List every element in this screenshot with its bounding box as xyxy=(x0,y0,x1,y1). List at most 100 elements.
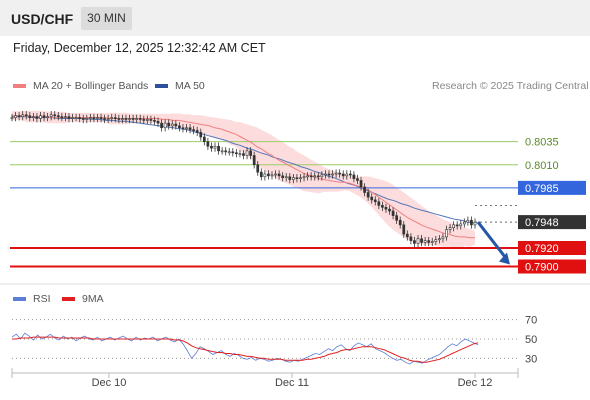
candle-body xyxy=(434,239,438,242)
candle-body xyxy=(459,223,463,227)
candle-body xyxy=(181,127,185,130)
candle-body xyxy=(391,210,395,216)
candle-body xyxy=(78,117,82,119)
candle-body xyxy=(117,118,121,120)
candle-body xyxy=(156,120,160,124)
candle-body xyxy=(71,117,74,119)
candle-body xyxy=(67,116,71,119)
x-tick-label: Dec 10 xyxy=(92,377,127,389)
candle-body xyxy=(270,174,274,177)
candle-body xyxy=(441,236,445,240)
candle-body xyxy=(188,127,192,130)
candle-body xyxy=(185,127,188,130)
candle-body xyxy=(377,201,381,206)
candle-body xyxy=(359,180,363,188)
ma9-swatch-icon xyxy=(62,297,75,301)
ma50-line xyxy=(12,116,476,224)
candle-body xyxy=(263,173,267,178)
candle-body xyxy=(195,130,199,133)
candle-body xyxy=(281,175,285,179)
legend-ma20-label: MA 20 + Bollinger Bands xyxy=(33,80,149,92)
candle-body xyxy=(256,164,260,173)
level-badge-0.7920 xyxy=(518,241,586,255)
candle-body xyxy=(398,219,402,226)
candle-body xyxy=(405,233,409,238)
candle-body xyxy=(210,145,213,149)
candle-body xyxy=(227,151,231,154)
candle-body xyxy=(46,116,49,118)
candle-body xyxy=(17,115,21,118)
candle-body xyxy=(366,192,370,198)
candle-body xyxy=(473,221,477,226)
candle-body xyxy=(306,175,309,178)
candle-body xyxy=(14,115,17,118)
candle-body xyxy=(455,224,459,227)
chart-datetime: Friday, December 12, 2025 12:32:42 AM CE… xyxy=(13,41,266,55)
candle-body xyxy=(39,115,42,119)
candle-body xyxy=(206,141,210,147)
candle-body xyxy=(74,117,78,119)
rsi-swatch-icon xyxy=(13,297,26,301)
candle-body xyxy=(462,221,466,225)
legend-ma50-label: MA 50 xyxy=(175,80,205,92)
candle-body xyxy=(235,152,238,155)
level-label-0.7948: 0.7948 xyxy=(525,217,559,229)
candle-body xyxy=(320,174,324,178)
candle-body xyxy=(42,115,46,118)
candle-body xyxy=(277,173,281,177)
level-badge-0.7985 xyxy=(518,180,586,195)
candle-body xyxy=(170,123,174,127)
candle-body xyxy=(224,150,228,153)
candle-body xyxy=(352,174,356,179)
forecast-arrow-shaft xyxy=(476,221,509,261)
candle-body xyxy=(245,150,249,156)
candle-body xyxy=(316,175,320,178)
candle-body xyxy=(60,116,64,118)
candle-body xyxy=(324,173,327,176)
instrument-title: USD/CHF xyxy=(11,11,74,27)
candle-body xyxy=(427,240,431,243)
candle-body xyxy=(56,115,60,118)
level-label-0.7985: 0.7985 xyxy=(525,183,559,195)
candle-body xyxy=(142,119,146,121)
candle-body xyxy=(53,114,57,117)
candle-body xyxy=(381,205,384,208)
candle-body xyxy=(292,177,295,180)
candle-body xyxy=(167,122,171,127)
candle-body xyxy=(124,118,128,120)
candle-body xyxy=(217,145,220,152)
candle-body xyxy=(81,118,85,120)
candle-body xyxy=(21,114,25,117)
forecast-arrow-head xyxy=(499,252,510,265)
candle-body xyxy=(402,224,406,235)
chart-header: USD/CHF 30 MIN xyxy=(0,0,590,36)
rsi-series-RSI xyxy=(11,332,479,365)
candle-body xyxy=(309,175,313,178)
candle-body xyxy=(452,224,455,228)
candle-body xyxy=(192,129,195,131)
candle-body xyxy=(288,176,292,180)
candle-body xyxy=(331,173,334,176)
timeframe-button[interactable]: 30 MIN xyxy=(81,7,132,30)
candle-body xyxy=(128,118,131,120)
legend-ma20: MA 20 + Bollinger Bands xyxy=(13,80,148,92)
candle-body xyxy=(356,178,359,181)
candle-body xyxy=(149,119,153,121)
bollinger-band xyxy=(12,110,475,249)
candle-body xyxy=(470,219,473,226)
candle-body xyxy=(238,153,242,155)
legend-rsi-label: RSI xyxy=(33,293,51,305)
x-tick-label: Dec 12 xyxy=(458,377,493,389)
candle-body xyxy=(395,215,399,221)
candle-body xyxy=(466,219,470,223)
candle-body xyxy=(92,117,96,119)
candle-body xyxy=(299,177,302,179)
candle-body xyxy=(231,151,235,154)
candle-body xyxy=(302,176,306,179)
candle-body xyxy=(420,238,423,243)
candle-body xyxy=(267,173,270,177)
candle-body xyxy=(10,117,14,119)
candle-body xyxy=(145,119,149,121)
candle-body xyxy=(334,172,338,175)
candle-body xyxy=(160,122,163,129)
